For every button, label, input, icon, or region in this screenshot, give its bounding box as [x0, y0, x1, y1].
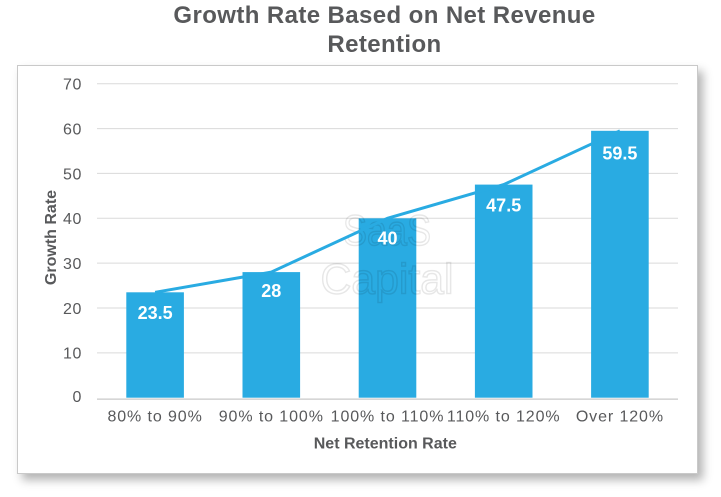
svg-text:23.5: 23.5	[138, 303, 173, 323]
svg-text:20: 20	[63, 301, 82, 318]
svg-text:10: 10	[63, 346, 82, 363]
svg-text:28: 28	[261, 281, 281, 301]
svg-text:70: 70	[63, 77, 82, 94]
svg-text:80% to 90%: 80% to 90%	[107, 409, 202, 426]
svg-text:Over 120%: Over 120%	[576, 409, 664, 426]
svg-text:40: 40	[377, 228, 397, 248]
svg-text:47.5: 47.5	[486, 195, 521, 215]
svg-text:59.5: 59.5	[602, 143, 637, 163]
svg-text:0: 0	[73, 389, 83, 406]
svg-text:30: 30	[63, 256, 82, 273]
svg-text:40: 40	[63, 211, 82, 228]
svg-text:Capital: Capital	[321, 256, 454, 304]
svg-text:Net Retention Rate: Net Retention Rate	[314, 436, 457, 453]
svg-text:60: 60	[63, 121, 82, 138]
svg-text:90% to 100%: 90% to 100%	[219, 409, 324, 426]
svg-text:100% to 110%: 100% to 110%	[331, 409, 445, 426]
svg-text:Growth Rate: Growth Rate	[43, 190, 60, 285]
svg-text:50: 50	[63, 166, 82, 183]
svg-text:110% to 120%: 110% to 120%	[447, 409, 561, 426]
